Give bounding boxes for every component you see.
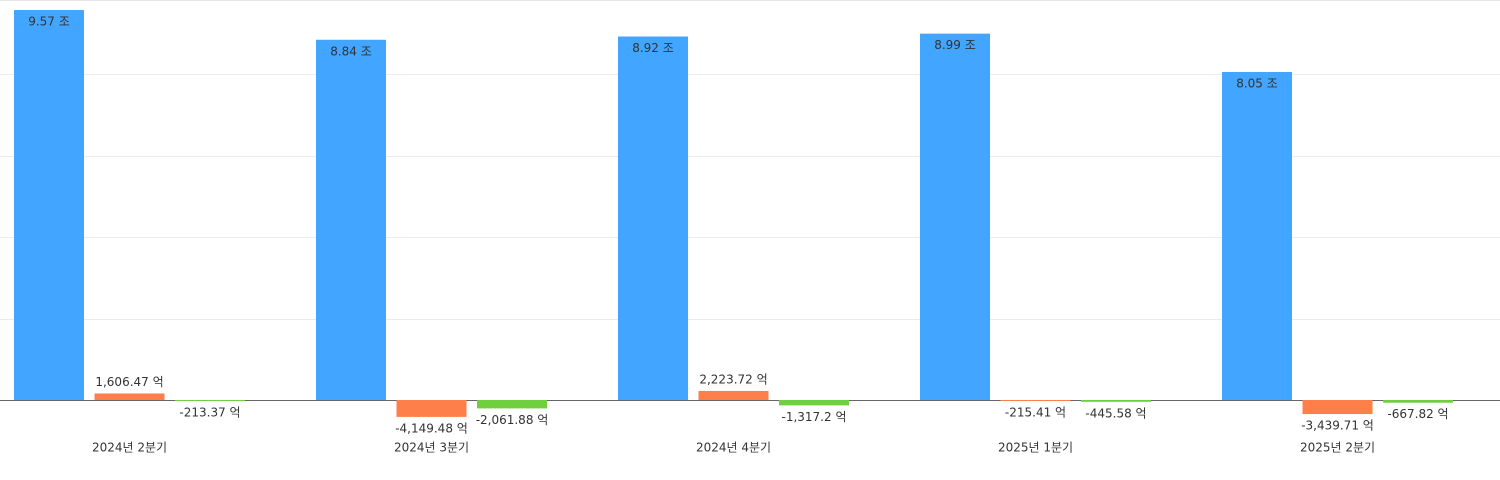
bar	[14, 10, 84, 401]
bar	[1222, 71, 1292, 401]
value-label: 1,606.47 억	[95, 375, 163, 389]
bar	[477, 400, 547, 409]
value-label: -4,149.48 억	[395, 421, 468, 435]
x-tick-label: 2025년 1분기	[998, 441, 1073, 455]
value-label: -2,061.88 억	[476, 413, 549, 427]
value-label: 9.57 조	[28, 15, 70, 29]
x-tick-label: 2024년 4분기	[696, 441, 771, 455]
bar	[316, 39, 386, 401]
value-label: -3,439.71 억	[1301, 419, 1374, 433]
bar	[1000, 400, 1071, 401]
value-label: 8.99 조	[934, 38, 976, 52]
value-label: -213.37 억	[179, 405, 240, 419]
x-tick-label: 2024년 2분기	[92, 441, 167, 455]
bar	[94, 393, 165, 400]
bar	[779, 400, 849, 406]
value-label: -215.41 억	[1005, 405, 1066, 419]
value-label: 2,223.72 억	[699, 372, 767, 386]
bar	[1081, 400, 1151, 402]
value-label: 8.05 조	[1236, 76, 1278, 90]
bar	[396, 400, 467, 417]
x-tick-label: 2025년 2분기	[1300, 441, 1375, 455]
bar	[698, 390, 769, 400]
value-label: 8.84 조	[330, 44, 372, 58]
bar	[175, 400, 245, 401]
bar	[618, 36, 688, 400]
x-tick-label: 2024년 3분기	[394, 441, 469, 455]
bar	[1383, 400, 1453, 403]
value-label: 8.92 조	[632, 41, 674, 55]
value-label: -445.58 억	[1085, 406, 1146, 420]
value-label: -1,317.2 억	[782, 410, 847, 424]
bar	[920, 33, 990, 400]
value-label: -667.82 억	[1387, 407, 1448, 421]
bar	[1302, 400, 1373, 415]
